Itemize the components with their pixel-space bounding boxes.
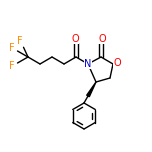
Text: O: O bbox=[113, 58, 121, 68]
Polygon shape bbox=[87, 82, 96, 97]
Text: F: F bbox=[17, 36, 23, 46]
Text: O: O bbox=[71, 34, 79, 44]
Text: O: O bbox=[98, 34, 106, 44]
Text: F: F bbox=[9, 43, 15, 53]
Text: F: F bbox=[9, 61, 15, 71]
Text: N: N bbox=[84, 59, 92, 69]
